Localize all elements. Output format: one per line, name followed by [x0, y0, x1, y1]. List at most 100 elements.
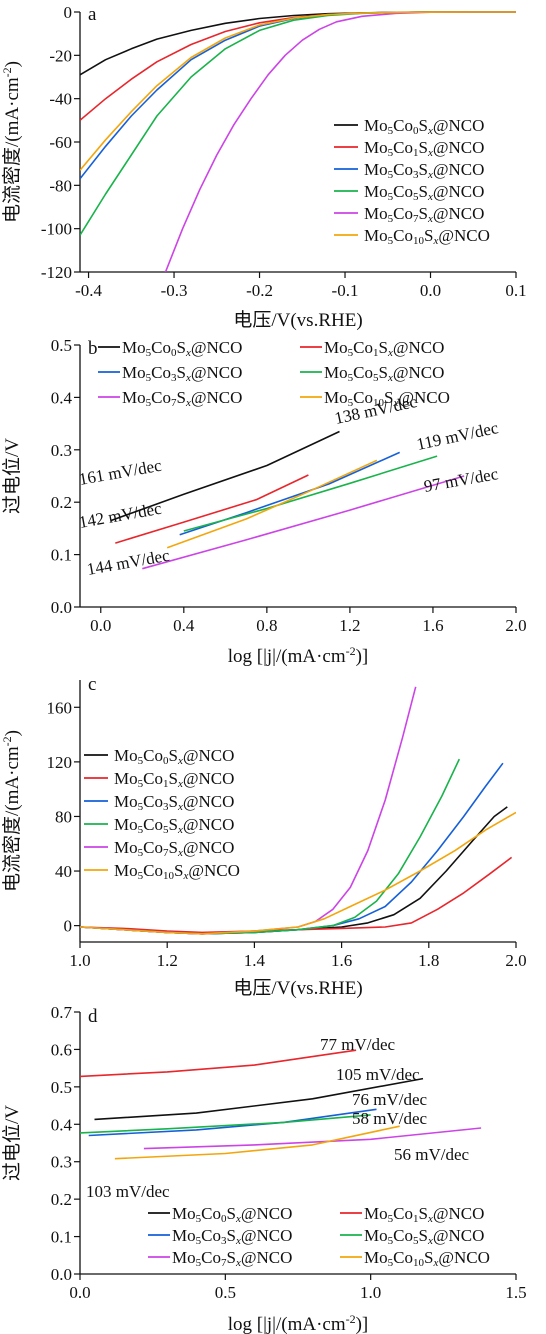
legend-label: Mo5Co1Sx@NCO [364, 1204, 484, 1225]
panel-label: c [88, 674, 96, 695]
series-line [183, 455, 438, 532]
legend-label: Mo5Co1Sx@NCO [364, 138, 484, 159]
x-tick-label: 1.0 [69, 951, 90, 970]
x-tick-label: 0.0 [420, 281, 441, 300]
legend-label: Mo5Co10Sx@NCO [364, 226, 490, 247]
slope-annotation: 56 mV/dec [394, 1145, 470, 1164]
y-tick-label: 0.0 [51, 1265, 72, 1284]
series-line [88, 1108, 377, 1137]
y-tick-label: 0.4 [51, 1115, 73, 1134]
series-line [114, 1125, 400, 1160]
legend: Mo5Co0Sx@NCO Mo5Co1Sx@NCO Mo5Co3Sx@NCO Mo5C… [98, 338, 450, 409]
legend-label: Mo5Co3Sx@NCO [172, 1226, 292, 1247]
panel-a: -0.4 -0.3 -0.2 -0.1 0.0 0.1 0 -20 -40 -60 -80 -100 -… [0, 3, 527, 331]
x-tick-label: 1.5 [505, 1283, 526, 1302]
y-tick-label: 0.4 [51, 388, 73, 407]
legend-label: Mo5Co1Sx@NCO [114, 769, 234, 790]
y-tick-label: 120 [47, 753, 73, 772]
series-line [142, 475, 465, 570]
legend-label: Mo5Co3Sx@NCO [364, 160, 484, 181]
x-tick-label: -0.1 [332, 281, 359, 300]
x-tick-label: 0.5 [215, 1283, 236, 1302]
panel-d: 0.0 0.5 1.0 1.5 0.0 0.1 0.2 0.3 0.4 0.5 0.6 0.7 d log… [1, 1003, 527, 1334]
series-line [80, 1049, 357, 1078]
x-tick-label: 0.0 [69, 1283, 90, 1302]
legend-label: Mo5Co5Sx@NCO [324, 363, 444, 384]
slope-annotation: 105 mV/dec [336, 1065, 420, 1084]
x-axis-label: log [|j|/(mA·cm-2)] [228, 1312, 369, 1334]
y-axis-label: 过电位/V [1, 438, 23, 514]
slope-annotation: 142 mV/dec [77, 499, 163, 532]
panel-label: a [88, 4, 97, 25]
x-tick-label: 1.6 [331, 951, 352, 970]
series-line [80, 811, 516, 935]
y-tick-label: 0.3 [51, 441, 72, 460]
legend-label: Mo5Co0Sx@NCO [122, 338, 242, 359]
x-tick-label: 1.6 [422, 616, 443, 635]
slope-annotation: 119 mV/dec [415, 418, 501, 454]
y-tick-label: 0.7 [51, 1003, 73, 1022]
legend-label: Mo5Co7Sx@NCO [122, 388, 242, 409]
legend: Mo5Co0Sx@NCOMo5Co1Sx@NCOMo5Co3Sx@NCOMo5C… [334, 116, 490, 247]
legend: Mo5Co0Sx@NCOMo5Co1Sx@NCOMo5Co3Sx@NCOMo5C… [84, 746, 240, 882]
x-tick-label: 1.0 [360, 1283, 381, 1302]
slope-annotation: 97 mV/dec [422, 464, 500, 496]
series-line [110, 430, 340, 522]
legend-label: Mo5Co10Sx@NCO [114, 861, 240, 882]
legend-label: Mo5Co5Sx@NCO [364, 182, 484, 203]
y-tick-label: -100 [41, 220, 72, 239]
x-tick-label: -0.3 [161, 281, 188, 300]
series-line [80, 11, 516, 121]
legend-label: Mo5Co5Sx@NCO [364, 1226, 484, 1247]
legend-label: Mo5Co1Sx@NCO [324, 338, 444, 359]
y-tick-label: -40 [49, 90, 72, 109]
y-tick-label: -20 [49, 46, 72, 65]
y-tick-label: 0.0 [51, 598, 72, 617]
legend-label: Mo5Co10Sx@NCO [364, 1248, 490, 1269]
x-axis-label: log [|j|/(mA·cm-2)] [228, 644, 369, 667]
x-tick-label: 2.0 [505, 616, 526, 635]
series-line [80, 1114, 371, 1134]
x-tick-label: 0.0 [90, 616, 111, 635]
slope-annotation: 103 mV/dec [86, 1182, 170, 1201]
y-tick-label: 0 [64, 917, 73, 936]
slope-annotation: 144 mV/dec [85, 546, 171, 579]
y-axis-label: 过电位/V [1, 1105, 23, 1181]
y-tick-label: 160 [47, 698, 73, 717]
x-axis-label: 电压/V(vs.RHE) [233, 309, 362, 331]
legend-label: Mo5Co3Sx@NCO [114, 792, 234, 813]
legend-label: Mo5Co3Sx@NCO [122, 363, 242, 384]
legend-label: Mo5Co7Sx@NCO [364, 204, 484, 225]
panel-label: b [88, 338, 98, 359]
series-line [80, 11, 516, 171]
panel-c: 1.0 1.2 1.4 1.6 1.8 2.0 0 40 80 120 160 c 电压/V(vs.RH… [0, 674, 527, 999]
panel-b: 0.0 0.4 0.8 1.2 1.6 2.0 0.0 0.1 0.2 0.3 0.4 0.5 b log… [1, 336, 527, 667]
y-tick-label: 0.5 [51, 1078, 72, 1097]
y-axis-label: 电流密度/(mA·cm-2) [0, 61, 23, 223]
y-tick-label: -120 [41, 263, 72, 282]
x-tick-label: 0.8 [256, 616, 277, 635]
x-axis-label: 电压/V(vs.RHE) [233, 977, 362, 999]
x-tick-label: 1.4 [244, 951, 266, 970]
slope-annotation: 77 mV/dec [320, 1035, 396, 1054]
panel-label: d [88, 1006, 98, 1027]
legend-label: Mo5Co7Sx@NCO [114, 838, 234, 859]
y-tick-label: 80 [55, 807, 72, 826]
legend-label: Mo5Co5Sx@NCO [114, 815, 234, 836]
slope-annotation: 76 mV/dec [352, 1090, 428, 1109]
slope-annotation: 58 mV/dec [352, 1109, 428, 1128]
x-tick-label: -0.4 [75, 281, 102, 300]
x-tick-label: 1.2 [157, 951, 178, 970]
legend-label: Mo5Co0Sx@NCO [114, 746, 234, 767]
series-line [115, 474, 309, 544]
x-tick-label: -0.2 [246, 281, 273, 300]
y-tick-label: 40 [55, 862, 72, 881]
y-tick-label: 0.2 [51, 1190, 72, 1209]
legend-label: Mo5Co0Sx@NCO [364, 116, 484, 137]
x-tick-label: 1.8 [418, 951, 439, 970]
y-tick-label: 0.1 [51, 1228, 72, 1247]
y-tick-label: 0.5 [51, 336, 72, 355]
y-tick-label: 0.2 [51, 493, 72, 512]
